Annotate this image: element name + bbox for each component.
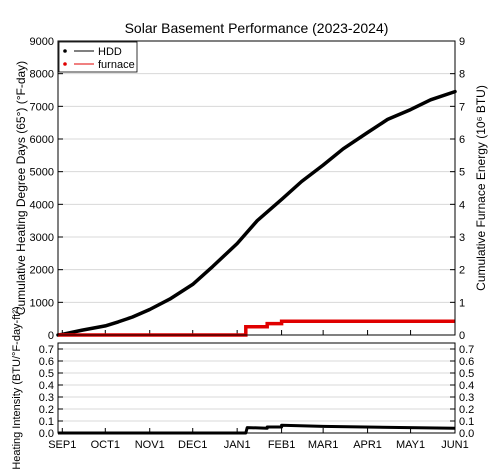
y2-tick-label: 0.7 xyxy=(459,344,474,356)
labels: Solar Basement Performance (2023-2024) Cu… xyxy=(11,20,488,470)
y2-tick-label: 2 xyxy=(459,265,465,277)
top-panel: 0 1000 2000 3000 4000 5000 6000 7000 8000 9000 0 1 2… xyxy=(30,36,466,342)
legend-box xyxy=(58,41,138,73)
y-tick-label: 8000 xyxy=(30,69,54,81)
y2-tick-label: 9 xyxy=(459,36,465,48)
x-tick-label: MAY1 xyxy=(396,439,425,451)
hdd-line xyxy=(56,89,457,337)
y-tick-label: 1000 xyxy=(30,297,54,309)
x-tick-label: JUN1 xyxy=(441,439,469,451)
legend-label-hdd: HDD xyxy=(98,46,122,58)
y-tick-label: 4000 xyxy=(30,199,54,211)
y2-tick-label: 1 xyxy=(459,297,465,309)
y2-axis-label: Cumulative Furnace Energy (10⁶ BTU) xyxy=(474,85,488,291)
y-tick-label: 0.6 xyxy=(39,356,54,368)
y2-tick-label: 8 xyxy=(459,69,465,81)
y-tick-label: 7000 xyxy=(30,101,54,113)
x-tick-label: JAN1 xyxy=(224,439,251,451)
chart-title: Solar Basement Performance (2023-2024) xyxy=(125,20,389,36)
y2-tick-label: 0.3 xyxy=(459,392,474,404)
y-axis-label: Cumulative Heating Degree Days (65°) (°F… xyxy=(14,61,28,315)
y2-tick-label: 0 xyxy=(459,330,465,342)
y2-tick-label: 0.5 xyxy=(459,368,474,380)
bottom-panel: 0.00.10.20.30.40.50.60.70.00.10.20.30.40… xyxy=(39,342,474,451)
x-tick-label: DEC1 xyxy=(178,439,207,451)
x-tick-label: SEP1 xyxy=(48,439,76,451)
legend-marker-hdd xyxy=(63,49,67,53)
y2-tick-label: 0.2 xyxy=(459,404,474,416)
y2-tick-label: 4 xyxy=(459,199,465,211)
y2-tick-label: 0.0 xyxy=(459,428,474,440)
y-tick-label: 9000 xyxy=(30,36,54,48)
x-tick-label: OCT1 xyxy=(91,439,120,451)
y2-tick-label: 0.4 xyxy=(459,380,474,392)
legend-label-furnace: furnace xyxy=(98,59,135,71)
top-plot-frame xyxy=(57,40,456,336)
y-tick-label: 0.2 xyxy=(39,404,54,416)
bottom-y-axis-label: Heating Intensity (BTU/°F-day-ft²) xyxy=(11,306,23,469)
y2-tick-label: 7 xyxy=(459,101,465,113)
x-tick-label: MAR1 xyxy=(308,439,339,451)
x-tick-label: APR1 xyxy=(353,439,382,451)
y-tick-label: 0.1 xyxy=(39,416,54,428)
y-tick-label: 0.3 xyxy=(39,392,54,404)
y-tick-label: 0.5 xyxy=(39,368,54,380)
y-tick-label: 6000 xyxy=(30,134,54,146)
x-tick-label: NOV1 xyxy=(135,439,165,451)
furnace-line xyxy=(58,319,455,337)
y2-tick-label: 6 xyxy=(459,134,465,146)
y-tick-label: 0.4 xyxy=(39,380,54,392)
y-tick-label: 0 xyxy=(48,330,54,342)
y-tick-label: 2000 xyxy=(30,265,54,277)
legend-marker-furnace xyxy=(63,62,67,66)
bottom-plot-frame xyxy=(57,342,456,434)
intensity-line xyxy=(58,423,456,435)
y2-tick-label: 3 xyxy=(459,232,465,244)
x-tick-label: FEB1 xyxy=(268,439,296,451)
y-tick-label: 3000 xyxy=(30,232,54,244)
y-tick-label: 0.7 xyxy=(39,344,54,356)
y2-tick-label: 0.6 xyxy=(459,356,474,368)
y-tick-label: 5000 xyxy=(30,167,54,179)
y2-tick-label: 5 xyxy=(459,167,465,179)
y2-tick-label: 0.1 xyxy=(459,416,474,428)
y-tick-label: 0.0 xyxy=(39,428,54,440)
